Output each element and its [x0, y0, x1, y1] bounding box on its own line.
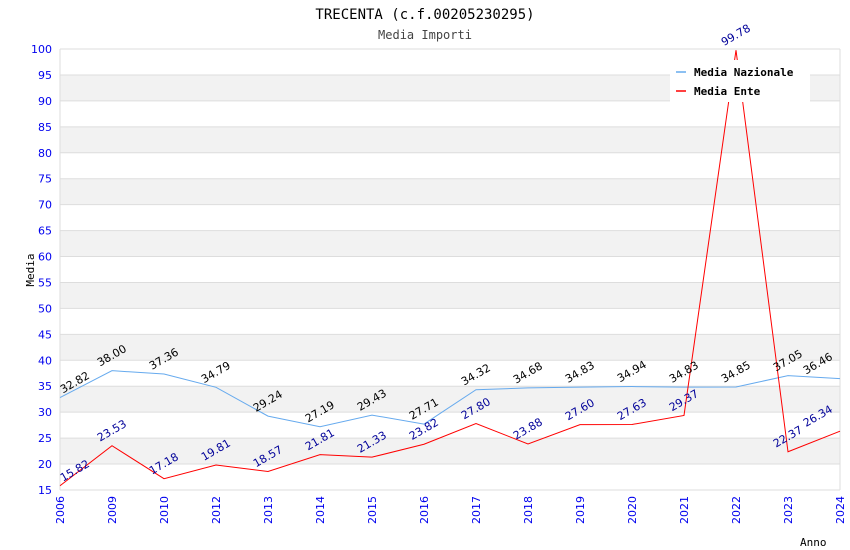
y-tick-label: 35 [38, 380, 52, 393]
x-tick-label: 2018 [522, 496, 535, 524]
x-tick-label: 2015 [366, 496, 379, 524]
y-tick-label: 25 [38, 432, 52, 445]
grid-band [60, 178, 840, 205]
y-tick-label: 95 [38, 69, 52, 82]
x-tick-label: 2014 [314, 496, 327, 524]
y-tick-label: 90 [38, 95, 52, 108]
y-tick-label: 85 [38, 121, 52, 134]
grid-band [60, 126, 840, 153]
y-tick-label: 30 [38, 406, 52, 419]
x-tick-label: 2021 [678, 496, 691, 524]
x-tick-label: 2009 [106, 496, 119, 524]
y-tick-label: 55 [38, 276, 52, 289]
legend: Media Nazionale Media Ente [670, 60, 810, 102]
grid-band [60, 282, 840, 309]
data-label: 99.78 [719, 22, 753, 49]
series-line-media-ente [59, 50, 841, 487]
grid-band [60, 334, 840, 361]
data-label: 34.68 [511, 359, 545, 386]
x-tick-label: 2013 [262, 496, 275, 524]
x-tick-label: 2024 [834, 496, 847, 524]
x-tick-label: 2017 [470, 496, 483, 524]
y-tick-label: 80 [38, 147, 52, 160]
x-tick-label: 2022 [730, 496, 743, 524]
x-axis-title: Anno [800, 536, 827, 549]
y-tick-label: 40 [38, 354, 52, 367]
series-line-media-nazionale [59, 370, 841, 428]
legend-label: Media Nazionale [694, 66, 794, 79]
y-tick-label: 60 [38, 251, 52, 264]
x-tick-label: 2012 [210, 496, 223, 524]
y-tick-label: 15 [38, 484, 52, 497]
y-tick-label: 65 [38, 225, 52, 238]
data-label: 34.83 [667, 359, 701, 386]
x-tick-label: 2023 [782, 496, 795, 524]
y-tick-label: 45 [38, 328, 52, 341]
y-tick-label: 70 [38, 199, 52, 212]
grid-band [60, 438, 840, 465]
x-tick-label: 2006 [54, 496, 67, 524]
y-tick-label: 100 [31, 43, 52, 56]
legend-label: Media Ente [694, 85, 761, 98]
grid-band [60, 386, 840, 413]
x-tick-label: 2019 [574, 496, 587, 524]
data-label: 34.85 [719, 359, 753, 386]
y-tick-label: 20 [38, 458, 52, 471]
x-tick-label: 2020 [626, 496, 639, 524]
y-tick-label: 50 [38, 302, 52, 315]
data-label: 34.83 [563, 359, 597, 386]
data-label: 34.32 [459, 361, 493, 388]
chart-title: TRECENTA (c.f.00205230295) [315, 7, 534, 23]
grid-band [60, 230, 840, 257]
x-tick-label: 2016 [418, 496, 431, 524]
data-label: 34.94 [615, 358, 649, 385]
chart-subtitle: Media Importi [378, 28, 472, 42]
x-tick-label: 2010 [158, 496, 171, 524]
data-label: 34.79 [199, 359, 233, 386]
y-tick-label: 75 [38, 173, 52, 186]
y-axis-title: Media [24, 253, 37, 286]
